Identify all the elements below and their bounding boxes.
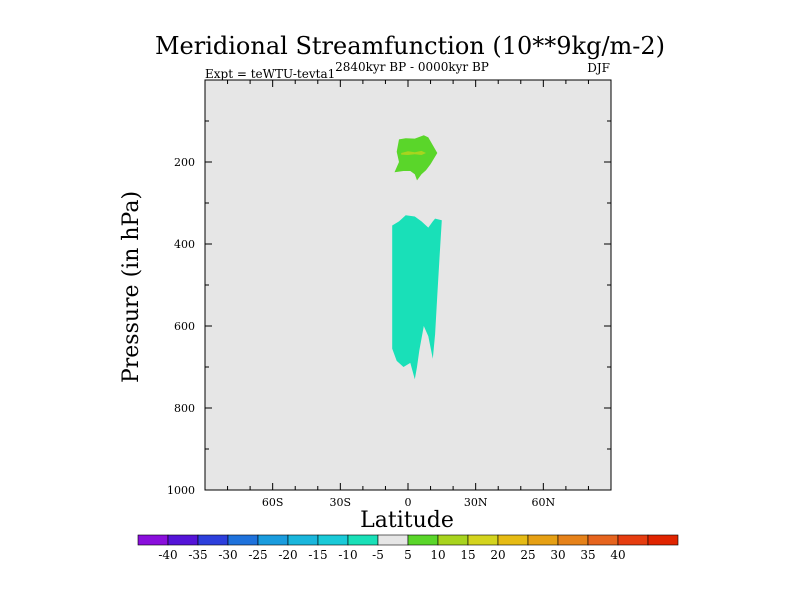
colorbar-label: 5: [404, 548, 412, 562]
colorbar-label: -30: [218, 548, 237, 562]
colorbar-label: -20: [278, 548, 297, 562]
colorbar-swatch: [377, 534, 409, 546]
colorbar-swatch: [407, 534, 439, 546]
contour-positive-cell-5-10: [394, 135, 438, 181]
colorbar-label: -10: [338, 548, 357, 562]
colorbar-label: 40: [610, 548, 625, 562]
y-tick-label: 600: [174, 320, 195, 333]
colorbar-swatch: [527, 534, 559, 546]
y-tick-label: 800: [174, 402, 195, 415]
colorbar-swatch: [497, 534, 529, 546]
x-tick-label: 30N: [464, 496, 488, 509]
colorbar-swatch: [317, 534, 349, 546]
chart-subtitle-center: 2840kyr BP - 0000kyr BP: [335, 60, 489, 74]
colorbar-label: -25: [248, 548, 267, 562]
contour-regions: [392, 135, 442, 380]
x-tick-label: 60N: [532, 496, 556, 509]
x-axis-ticks: 60S 30S 0 30N 60N: [227, 80, 589, 509]
colorbar-swatch: [227, 534, 259, 546]
y-axis-ticks: 200 400 600 800 1000: [167, 120, 611, 497]
colorbar-label: -15: [308, 548, 327, 562]
chart-subtitle-right: DJF: [587, 61, 610, 75]
colorbar-swatch: [197, 534, 229, 546]
colorbar-swatch: [617, 534, 649, 546]
colorbar-label: 30: [550, 548, 565, 562]
colorbar-swatch: [587, 534, 619, 546]
colorbar-label: -35: [188, 548, 207, 562]
colorbar-label: 15: [460, 548, 475, 562]
colorbar-swatch: [437, 534, 469, 546]
y-tick-label: 200: [174, 156, 195, 169]
colorbar-label: 20: [490, 548, 505, 562]
chart-subtitle-left: Expt = teWTU-tevta1: [205, 67, 335, 81]
colorbar-swatch: [257, 534, 289, 546]
colorbar-swatch: [167, 534, 199, 546]
colorbar-swatch: [467, 534, 499, 546]
colorbar-label: -5: [372, 548, 384, 562]
colorbar-label: 35: [580, 548, 595, 562]
colorbar-swatch: [287, 534, 319, 546]
y-tick-label: 1000: [167, 484, 195, 497]
contour-positive-core-10-15: [401, 150, 426, 155]
colorbar-swatch: [137, 534, 169, 546]
y-tick-label: 400: [174, 238, 195, 251]
y-axis-label: Pressure (in hPa): [119, 191, 144, 383]
colorbar: -40 -35 -30 -25 -20 -15 -10 -5 5 10 15 20 25 30 35 40: [137, 534, 679, 562]
x-tick-label: 30S: [330, 496, 352, 509]
colorbar-label: 10: [430, 548, 445, 562]
colorbar-swatch: [647, 534, 679, 546]
colorbar-swatch: [347, 534, 379, 546]
colorbar-label: -40: [158, 548, 177, 562]
contour-negative-cell-minus5-minus10: [392, 215, 442, 380]
x-axis-label: Latitude: [360, 508, 454, 533]
colorbar-label: 25: [520, 548, 535, 562]
x-tick-label: 60S: [262, 496, 284, 509]
chart-title: Meridional Streamfunction (10**9kg/m-2): [155, 32, 665, 60]
colorbar-swatch: [557, 534, 589, 546]
x-tick-label: 0: [405, 496, 412, 509]
